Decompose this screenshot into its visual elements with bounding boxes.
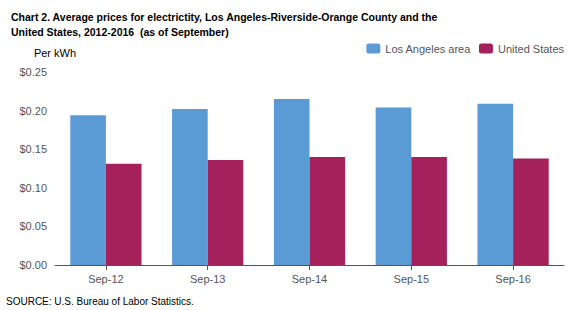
svg-text:SOURCE: U.S. Bureau of Labor S: SOURCE: U.S. Bureau of Labor Statistics. bbox=[6, 296, 194, 307]
svg-text:United States, 2012-2016 (as: United States, 2012-2016 (as of Septembe… bbox=[11, 26, 229, 38]
svg-text:Sep-15: Sep-15 bbox=[394, 273, 429, 285]
svg-text:$0.20: $0.20 bbox=[19, 105, 47, 117]
svg-text:Sep-12: Sep-12 bbox=[88, 273, 123, 285]
svg-text:Sep-13: Sep-13 bbox=[190, 273, 225, 285]
svg-text:$0.25: $0.25 bbox=[19, 66, 47, 78]
svg-text:Sep-14: Sep-14 bbox=[292, 273, 327, 285]
svg-text:Chart 2. Average prices for el: Chart 2. Average prices for electrictity… bbox=[11, 11, 437, 23]
svg-text:$0.05: $0.05 bbox=[19, 220, 47, 232]
svg-text:$0.15: $0.15 bbox=[19, 143, 47, 155]
svg-text:Per kWh: Per kWh bbox=[34, 47, 76, 59]
svg-text:Los Angeles area: Los Angeles area bbox=[385, 43, 471, 55]
svg-text:$0.10: $0.10 bbox=[19, 182, 47, 194]
svg-text:United States: United States bbox=[498, 43, 565, 55]
svg-text:$0.00: $0.00 bbox=[19, 259, 47, 271]
svg-text:Sep-16: Sep-16 bbox=[495, 273, 530, 285]
